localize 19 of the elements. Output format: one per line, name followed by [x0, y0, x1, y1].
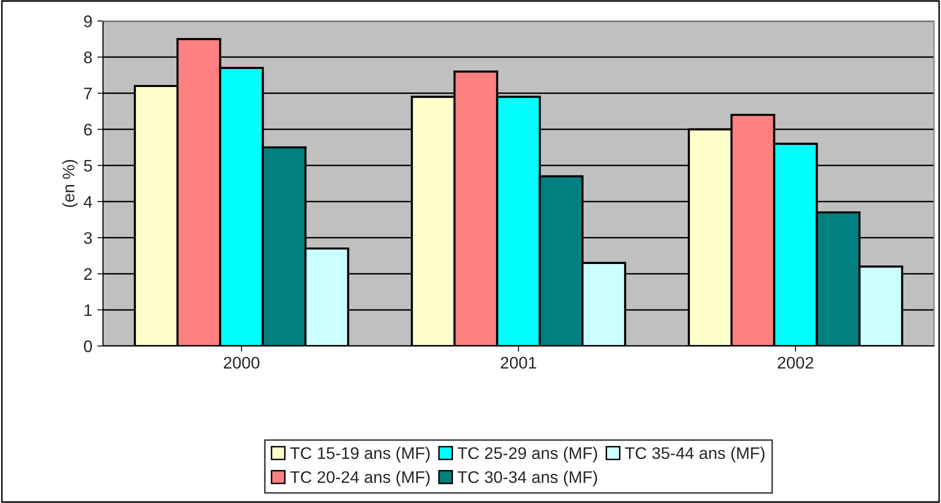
x-tick-label: 2001 [500, 356, 536, 369]
y-tick-label: 2 [84, 268, 92, 280]
y-tick-label: 5 [84, 160, 92, 172]
y-tick-label: 3 [84, 232, 92, 244]
y-tick-label: 9 [84, 15, 92, 28]
y-tick-label: 8 [84, 52, 92, 64]
y-tick-label: 0 [84, 340, 92, 352]
x-tick-label: 2000 [224, 356, 260, 369]
legend-label: TC 30-34 ans (MF) [458, 470, 598, 486]
legend-label: TC 25-29 ans (MF) [458, 446, 598, 462]
y-tick-label: 1 [84, 304, 92, 316]
legend-label: TC 15-19 ans (MF) [290, 446, 430, 462]
y-tick-label: 7 [84, 88, 92, 100]
y-tick-label: 6 [84, 124, 92, 136]
x-tick-label: 2002 [778, 356, 814, 369]
legend-label: TC 35-44 ans (MF) [625, 446, 764, 462]
legend-label: TC 20-24 ans (MF) [290, 470, 430, 486]
y-axis-title: (en %) [62, 160, 78, 208]
y-tick-label: 4 [84, 196, 92, 208]
